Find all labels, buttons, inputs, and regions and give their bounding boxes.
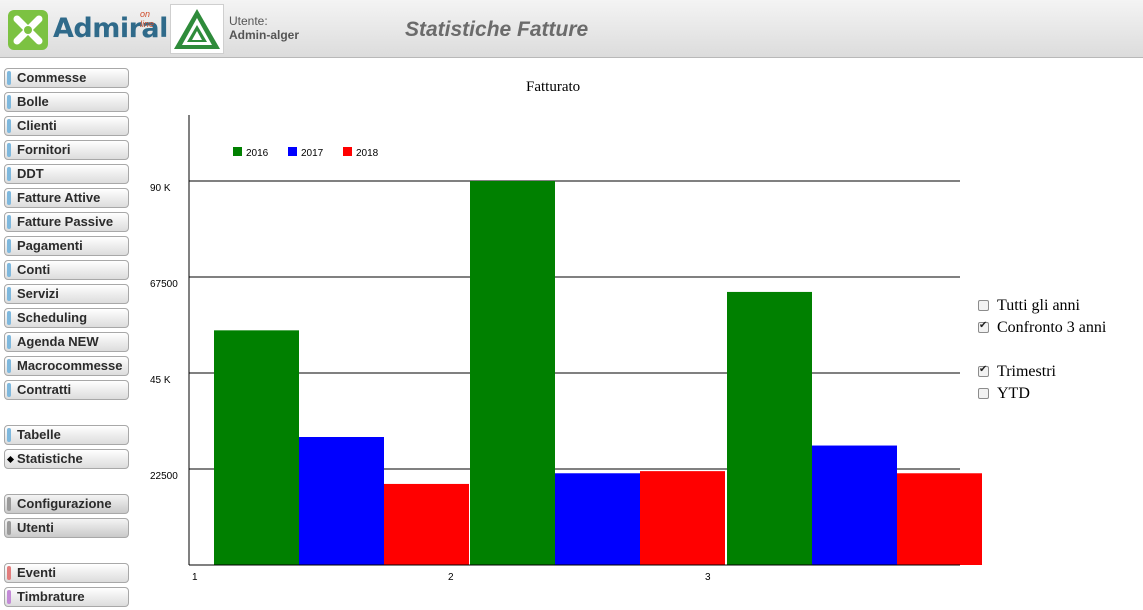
sidebar-item-servizi[interactable]: Servizi <box>4 284 129 304</box>
trimestri-checkbox[interactable] <box>978 364 989 377</box>
sidebar-item-fornitori[interactable]: Fornitori <box>4 140 129 160</box>
sidebar-item-label: Bolle <box>17 94 49 109</box>
y-tick-label: 22500 <box>150 471 178 482</box>
ytd-checkbox[interactable] <box>978 388 989 399</box>
sidebar-item-configurazione[interactable]: Configurazione <box>4 494 129 514</box>
x-tick-label: 3 <box>705 572 711 583</box>
bar-2017-2 <box>555 473 640 565</box>
sidebar-item-statistiche[interactable]: Statistiche <box>4 449 129 469</box>
sidebar-item-label: Commesse <box>17 70 87 85</box>
logo-text: Admiral <box>53 13 168 44</box>
y-tick-label: 90 K <box>150 183 171 194</box>
sidebar-item-label: Fatture Attive <box>17 190 101 205</box>
admiral-logo[interactable]: Admiral on line <box>5 5 168 53</box>
chart-title: Fatturato <box>526 79 581 95</box>
bar-2016-1 <box>214 330 299 565</box>
sidebar-item-tabelle[interactable]: Tabelle <box>4 425 129 445</box>
logo-subtext: on line <box>140 9 155 29</box>
sidebar-item-clienti[interactable]: Clienti <box>4 116 129 136</box>
sidebar-item-ddt[interactable]: DDT <box>4 164 129 184</box>
legend-swatch-2016 <box>233 147 242 156</box>
legend-swatch-2017 <box>288 147 297 156</box>
sidebar-item-conti[interactable]: Conti <box>4 260 129 280</box>
company-logo <box>170 4 224 54</box>
sidebar-item-timbrature[interactable]: Timbrature <box>4 587 129 607</box>
confronto-3-anni-checkbox[interactable] <box>978 320 989 333</box>
legend-label-2016: 2016 <box>246 148 269 159</box>
sidebar-item-macrocommesse[interactable]: Macrocommesse <box>4 356 129 376</box>
bar-2018-2 <box>640 471 725 565</box>
page-title: Statistiche Fatture <box>405 18 589 41</box>
tutti-gli-anni-checkbox[interactable] <box>978 300 989 311</box>
sidebar-item-scheduling[interactable]: Scheduling <box>4 308 129 328</box>
sidebar-item-label: Configurazione <box>17 496 112 511</box>
sidebar-item-label: Pagamenti <box>17 238 83 253</box>
sidebar-item-fatture-attive[interactable]: Fatture Attive <box>4 188 129 208</box>
sidebar-item-label: Conti <box>17 262 51 277</box>
sidebar-item-commesse[interactable]: Commesse <box>4 68 129 88</box>
sidebar-item-utenti[interactable]: Utenti <box>4 518 129 538</box>
bar-2016-2 <box>470 181 555 565</box>
sidebar-item-label: Macrocommesse <box>17 358 123 373</box>
sidebar-item-label: Tabelle <box>17 427 61 442</box>
sidebar-item-label: Servizi <box>17 286 59 301</box>
sidebar-item-label: Eventi <box>17 565 57 580</box>
admiral-logo-icon <box>8 10 48 50</box>
user-label: Utente: <box>229 14 268 28</box>
sidebar-item-label: Clienti <box>17 118 57 133</box>
legend-swatch-2018 <box>343 147 352 156</box>
legend-label-2018: 2018 <box>356 148 379 159</box>
sidebar-item-bolle[interactable]: Bolle <box>4 92 129 112</box>
sidebar-item-label: Fatture Passive <box>17 214 114 229</box>
bar-2017-3 <box>812 445 897 565</box>
x-tick-label: 2 <box>448 572 454 583</box>
app-header: Admiral on line Utente: Admin-alger Stat… <box>0 0 1143 58</box>
confronto-3-anni-label: Confronto 3 anni <box>997 319 1107 336</box>
sidebar-item-contratti[interactable]: Contratti <box>4 380 129 400</box>
sidebar-item-label: DDT <box>17 166 44 181</box>
sidebar-item-label: Statistiche <box>17 451 83 466</box>
sidebar-item-agenda-new[interactable]: Agenda NEW <box>4 332 129 352</box>
bar-2016-3 <box>727 291 812 565</box>
bar-2018-3 <box>897 473 982 565</box>
sidebar-item-eventi[interactable]: Eventi <box>4 563 129 583</box>
sidebar-item-fatture-passive[interactable]: Fatture Passive <box>4 212 129 232</box>
sidebar-item-label: Contratti <box>17 382 72 397</box>
legend-label-2017: 2017 <box>301 148 324 159</box>
bar-2017-1 <box>299 437 384 565</box>
bar-2018-1 <box>384 483 469 565</box>
sidebar-item-label: Agenda NEW <box>17 334 99 349</box>
sidebar-item-label: Scheduling <box>17 310 88 325</box>
user-name: Admin-alger <box>229 28 300 42</box>
x-tick-label: 1 <box>192 572 198 583</box>
y-tick-label: 67500 <box>150 279 178 290</box>
y-tick-label: 45 K <box>150 375 171 386</box>
tutti-gli-anni-label: Tutti gli anni <box>997 297 1080 314</box>
sidebar-item-label: Fornitori <box>17 142 71 157</box>
ytd-label: YTD <box>997 385 1030 402</box>
trimestri-label: Trimestri <box>997 363 1056 380</box>
sidebar-item-label: Timbrature <box>17 589 85 604</box>
triangle-logo-icon <box>174 9 220 49</box>
sidebar-item-label: Utenti <box>17 520 54 535</box>
sidebar-item-pagamenti[interactable]: Pagamenti <box>4 236 129 256</box>
